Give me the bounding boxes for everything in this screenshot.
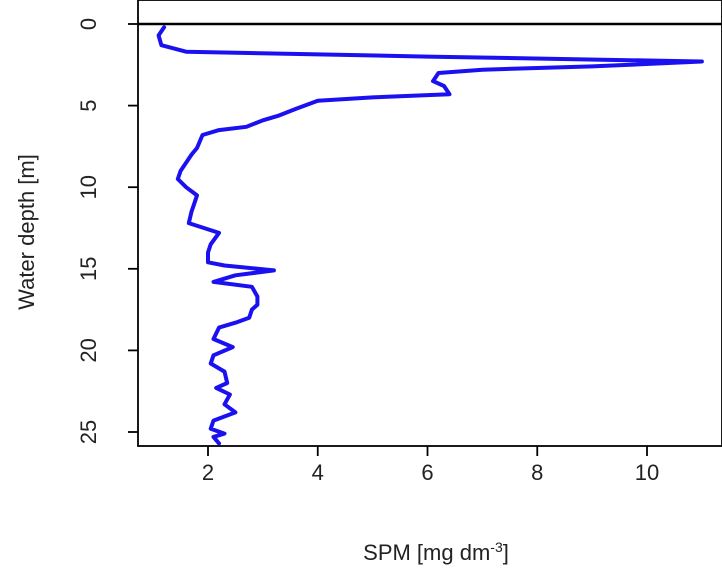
data-point [228,393,232,396]
x-tick-label: 6 [421,460,433,485]
data-point [225,381,229,385]
data-point [255,295,259,298]
data-point [214,386,218,390]
data-point [700,60,704,63]
data-point [187,221,191,225]
data-point [223,402,226,406]
data-point [209,362,213,365]
data-point [233,321,237,325]
data-point [316,99,320,103]
x-tick-label: 10 [635,460,659,485]
y-tick-label: 20 [76,338,101,362]
data-point [190,153,193,157]
data-point [371,95,375,99]
data-point [179,169,183,173]
data-point [442,84,446,88]
data-point [233,273,237,277]
data-point [184,185,188,189]
data-points [157,25,704,445]
data-point [233,410,237,414]
data-point [184,50,188,54]
data-point [162,25,166,29]
y-tick-label: 10 [76,175,101,199]
data-point [426,55,429,59]
x-axis-title: SPM [mg dm-3] [363,539,509,565]
y-tick-label: 15 [76,257,101,281]
x-tick-label: 2 [202,460,214,485]
data-point [206,260,210,264]
data-point [231,345,235,349]
data-point [272,268,276,272]
y-axis: 0 5 10 15 20 25 [76,18,138,444]
y-axis-title: Water depth [m] [14,154,39,310]
data-point [212,419,215,423]
data-point [192,202,196,205]
data-point [217,231,221,235]
x-axis: 2 4 6 8 10 [202,446,659,485]
data-point [437,71,440,75]
y-tick-label: 5 [76,99,101,111]
data-point [212,353,215,357]
plot-frame [137,0,722,447]
spm-profile-line [156,25,704,446]
data-point [590,64,594,68]
y-tick-label: 25 [76,420,101,444]
y-tick-label: 0 [76,18,101,30]
data-point [294,107,298,111]
data-point [223,432,226,436]
data-point [212,337,215,341]
data-point [176,177,180,181]
data-point [247,316,251,320]
data-point [217,326,221,330]
data-point [261,118,265,122]
data-point [184,161,188,165]
data-point [250,285,254,289]
data-point [217,441,221,445]
data-point [223,370,226,374]
data-point [209,427,213,431]
data-point [206,251,210,254]
data-point [255,303,259,307]
data-point [244,125,248,129]
data-point [209,242,213,246]
data-point [480,68,484,72]
data-point [190,210,193,214]
data-point [159,43,163,47]
data-point [431,79,435,83]
data-point [212,280,215,284]
data-point [448,92,451,96]
x-tick-label: 4 [312,460,324,485]
data-point [223,264,226,267]
data-point [217,128,221,132]
x-tick-label: 8 [531,460,543,485]
data-point [157,33,161,37]
data-point [277,113,281,117]
data-point [195,146,199,150]
data-point [250,308,254,312]
data-point [212,435,215,439]
data-point [195,193,199,197]
data-point [201,133,204,137]
